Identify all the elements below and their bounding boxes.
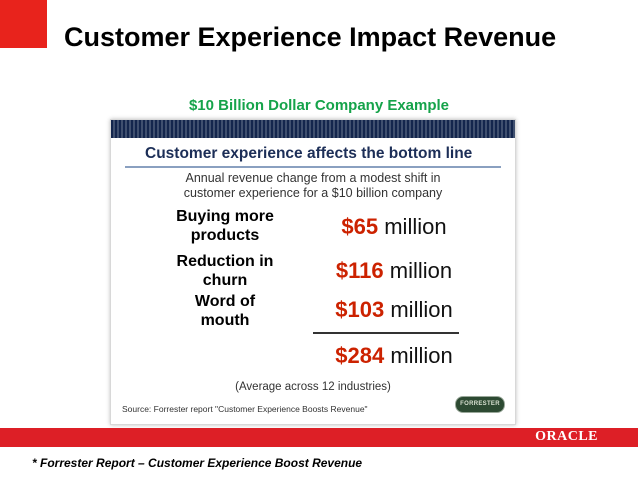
- footer-band: ORACLE: [0, 428, 638, 447]
- metric-value-reduction-in-churn: $116 million: [319, 258, 469, 284]
- card-top-bar: [111, 120, 515, 138]
- metric-value-buying-more-products: $65 million: [319, 214, 469, 240]
- metric-value-word-of-mouth: $103 million: [319, 297, 469, 323]
- card-heading: Customer experience affects the bottom l…: [145, 145, 473, 162]
- total-divider: [313, 332, 459, 334]
- metric-label-word-of-mouth: Word of mouth: [194, 293, 256, 329]
- metric-label-buying-more-products: Buying more products: [176, 208, 274, 244]
- source-note: Source: Forrester report "Customer Exper…: [122, 404, 368, 414]
- metric-value-total: $284 million: [319, 343, 469, 369]
- description-line: customer experience for a $10 billion co…: [183, 186, 443, 200]
- footnote: * Forrester Report – Customer Experience…: [32, 456, 363, 470]
- slide-title: Customer Experience Impact Revenue: [64, 22, 557, 52]
- description-line: Annual revenue change from a modest shif…: [185, 171, 441, 185]
- card-description: Annual revenue change from a modest shif…: [111, 171, 515, 201]
- metric-amount: $103: [335, 297, 385, 322]
- slide-subtitle: $10 Billion Dollar Company Example: [188, 97, 450, 114]
- metric-label-reduction-in-churn: Reduction in churn: [176, 253, 274, 289]
- total-amount: $284: [335, 343, 385, 368]
- total-unit: million: [390, 343, 453, 368]
- brand-square: [0, 0, 47, 48]
- average-note: (Average across 12 industries): [235, 381, 391, 393]
- forrester-logo: FORRESTER: [455, 396, 505, 413]
- metric-unit: million: [390, 297, 453, 322]
- metric-unit: million: [389, 258, 453, 283]
- embedded-slide-image: Customer experience affects the bottom l…: [110, 119, 516, 425]
- metric-amount: $65: [341, 214, 379, 239]
- oracle-logo: ORACLE: [535, 429, 598, 444]
- card-heading-underline: [125, 166, 501, 168]
- metric-unit: million: [384, 214, 447, 239]
- metric-amount: $116: [335, 258, 384, 283]
